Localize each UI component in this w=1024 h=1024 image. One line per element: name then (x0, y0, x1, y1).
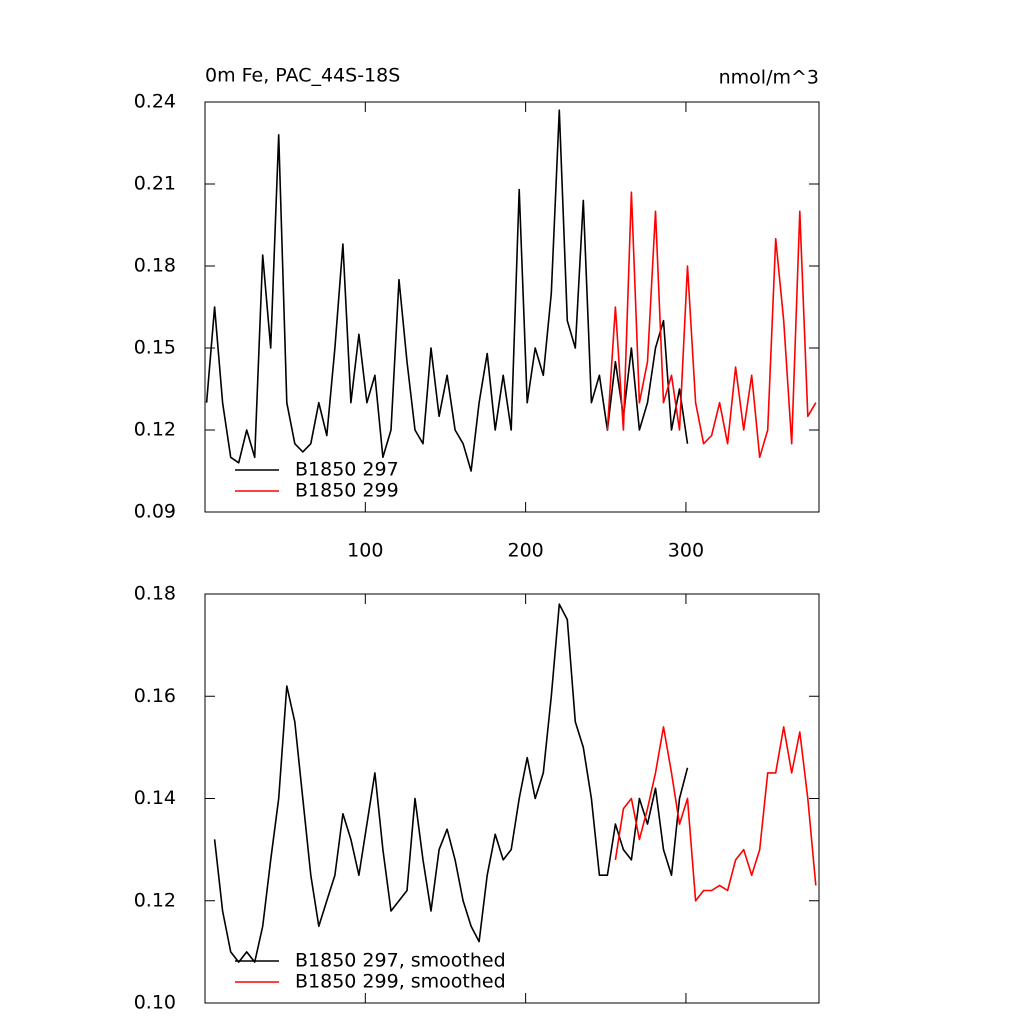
y-tick-label: 0.12 (134, 419, 176, 441)
x-tick-label: 300 (668, 540, 704, 562)
data-line (205, 109, 689, 472)
plot-frame (204, 101, 820, 513)
y-tick-label: 0.18 (134, 583, 176, 605)
y-tick-label: 0.15 (134, 337, 176, 359)
units-label: nmol/m^3 (719, 67, 819, 89)
x-tick-label: 200 (507, 540, 543, 562)
data-line (614, 726, 817, 902)
plot-frame (204, 593, 820, 1004)
y-tick-label: 0.10 (134, 992, 176, 1014)
x-tick-label: 100 (347, 540, 383, 562)
legend-label: B1850 299 (295, 480, 399, 502)
chart-title: 0m Fe, PAC_44S-18S (205, 65, 400, 87)
y-tick-label: 0.14 (134, 787, 176, 809)
data-line (606, 191, 817, 459)
legend-label: B1850 299, smoothed (295, 971, 506, 993)
y-tick-label: 0.09 (134, 501, 176, 523)
y-tick-label: 0.18 (134, 255, 176, 277)
y-tick-label: 0.24 (134, 91, 176, 113)
y-tick-label: 0.12 (134, 889, 176, 911)
y-tick-label: 0.21 (134, 173, 176, 195)
y-tick-label: 0.16 (134, 685, 176, 707)
legend-label: B1850 297 (295, 459, 399, 481)
legend-label: B1850 297, smoothed (295, 950, 506, 972)
data-line (213, 603, 689, 963)
